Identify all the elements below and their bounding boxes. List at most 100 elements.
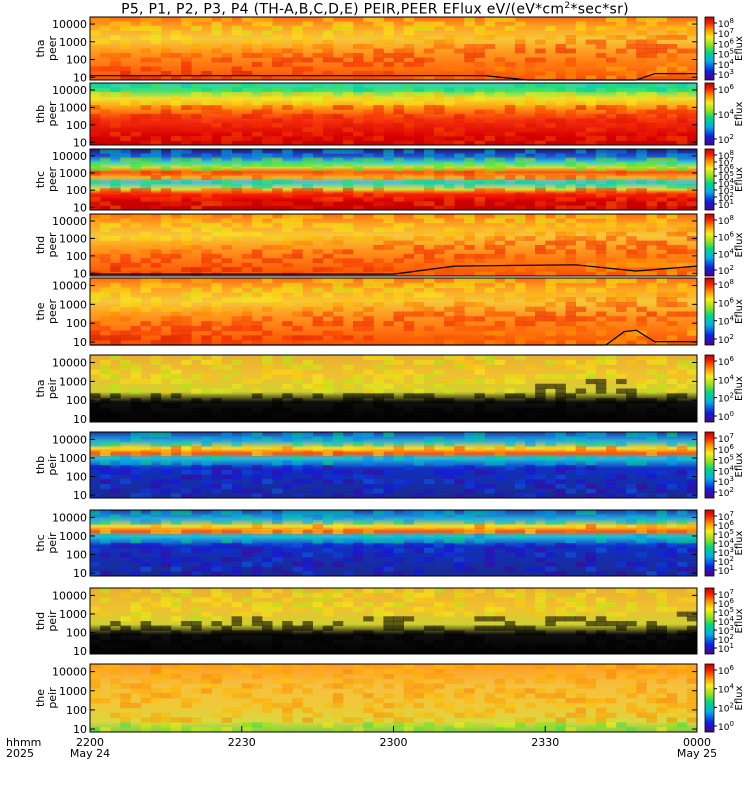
data-cell — [140, 543, 152, 549]
data-cell — [373, 183, 384, 189]
data-cell — [444, 39, 455, 45]
data-cell — [373, 488, 384, 494]
data-cell — [676, 183, 688, 189]
data-cell — [656, 316, 667, 322]
data-cell — [626, 588, 637, 594]
data-cell — [423, 21, 435, 27]
data-cell — [201, 597, 212, 603]
data-cell — [393, 446, 404, 452]
y-axis-label: peer — [46, 299, 59, 325]
data-cell — [595, 717, 607, 723]
data-cell — [565, 597, 576, 603]
data-cell — [555, 48, 566, 54]
data-cell — [666, 83, 678, 88]
data-cell — [474, 153, 485, 159]
data-cell — [211, 364, 222, 370]
data-cell — [130, 557, 141, 563]
data-cell — [545, 240, 556, 246]
panel-frame — [89, 277, 698, 346]
data-cell — [170, 149, 182, 154]
data-cell — [130, 131, 141, 137]
data-cell — [302, 335, 313, 341]
data-cell — [434, 683, 445, 689]
data-cell — [595, 26, 607, 31]
data-cell — [393, 557, 404, 563]
data-cell — [120, 66, 131, 72]
data-cell — [170, 321, 182, 327]
data-cell — [231, 30, 243, 36]
data-cell — [221, 519, 232, 525]
data-cell — [322, 465, 334, 471]
data-cell — [211, 488, 222, 494]
data-cell — [221, 196, 232, 202]
data-cell — [545, 292, 556, 298]
data-cell — [484, 455, 496, 461]
data-cell — [636, 483, 647, 489]
data-cell — [282, 162, 293, 167]
data-cell — [272, 188, 283, 193]
data-cell — [525, 330, 536, 336]
data-cell — [585, 552, 597, 558]
data-cell — [332, 282, 344, 288]
data-cell — [545, 479, 556, 485]
data-cell — [272, 39, 283, 45]
data-cell — [454, 258, 465, 264]
y-tick-label: 100 — [66, 184, 87, 197]
data-cell — [262, 374, 273, 380]
data-cell — [606, 664, 617, 670]
data-cell — [525, 364, 536, 370]
data-cell — [181, 547, 192, 553]
data-cell — [636, 122, 647, 128]
data-cell — [251, 340, 263, 346]
data-cell — [292, 378, 303, 385]
data-cell — [160, 712, 172, 718]
data-cell — [353, 231, 364, 237]
data-cell — [474, 528, 485, 534]
data-cell — [150, 432, 162, 438]
colorbar — [704, 82, 715, 146]
data-cell — [626, 188, 637, 193]
data-cell — [626, 122, 637, 128]
data-cell — [423, 91, 435, 97]
data-cell — [90, 196, 101, 202]
data-cell — [504, 240, 516, 246]
data-cell — [251, 621, 263, 627]
data-cell — [444, 71, 455, 76]
data-cell — [251, 175, 263, 180]
data-cell — [170, 446, 182, 452]
data-cell — [474, 62, 485, 67]
data-cell — [282, 673, 293, 679]
data-cell — [363, 538, 374, 544]
data-cell — [514, 597, 526, 603]
data-cell — [464, 122, 475, 128]
data-cell — [565, 249, 576, 255]
data-cell — [282, 630, 293, 636]
data-cell — [150, 528, 162, 534]
data-cell — [221, 140, 232, 146]
data-cell — [444, 630, 455, 636]
data-cell — [272, 446, 283, 452]
data-cell — [656, 253, 667, 259]
data-cell — [616, 258, 627, 264]
data-cell — [525, 335, 536, 341]
data-cell — [393, 678, 404, 684]
data-cell — [251, 547, 263, 553]
data-cell — [342, 278, 354, 284]
data-cell — [575, 441, 587, 447]
data-cell — [110, 35, 121, 40]
data-cell — [262, 698, 273, 704]
data-cell — [312, 538, 324, 544]
data-cell — [565, 287, 576, 293]
data-cell — [555, 335, 566, 341]
data-cell — [585, 87, 597, 93]
data-cell — [140, 561, 152, 567]
data-cell — [575, 606, 587, 612]
data-cell — [191, 297, 202, 303]
data-cell — [676, 668, 688, 675]
data-cell — [444, 35, 455, 40]
data-cell — [525, 436, 536, 442]
data-cell — [413, 393, 425, 399]
data-cell — [454, 240, 465, 246]
data-cell — [140, 566, 152, 572]
data-cell — [110, 340, 121, 346]
